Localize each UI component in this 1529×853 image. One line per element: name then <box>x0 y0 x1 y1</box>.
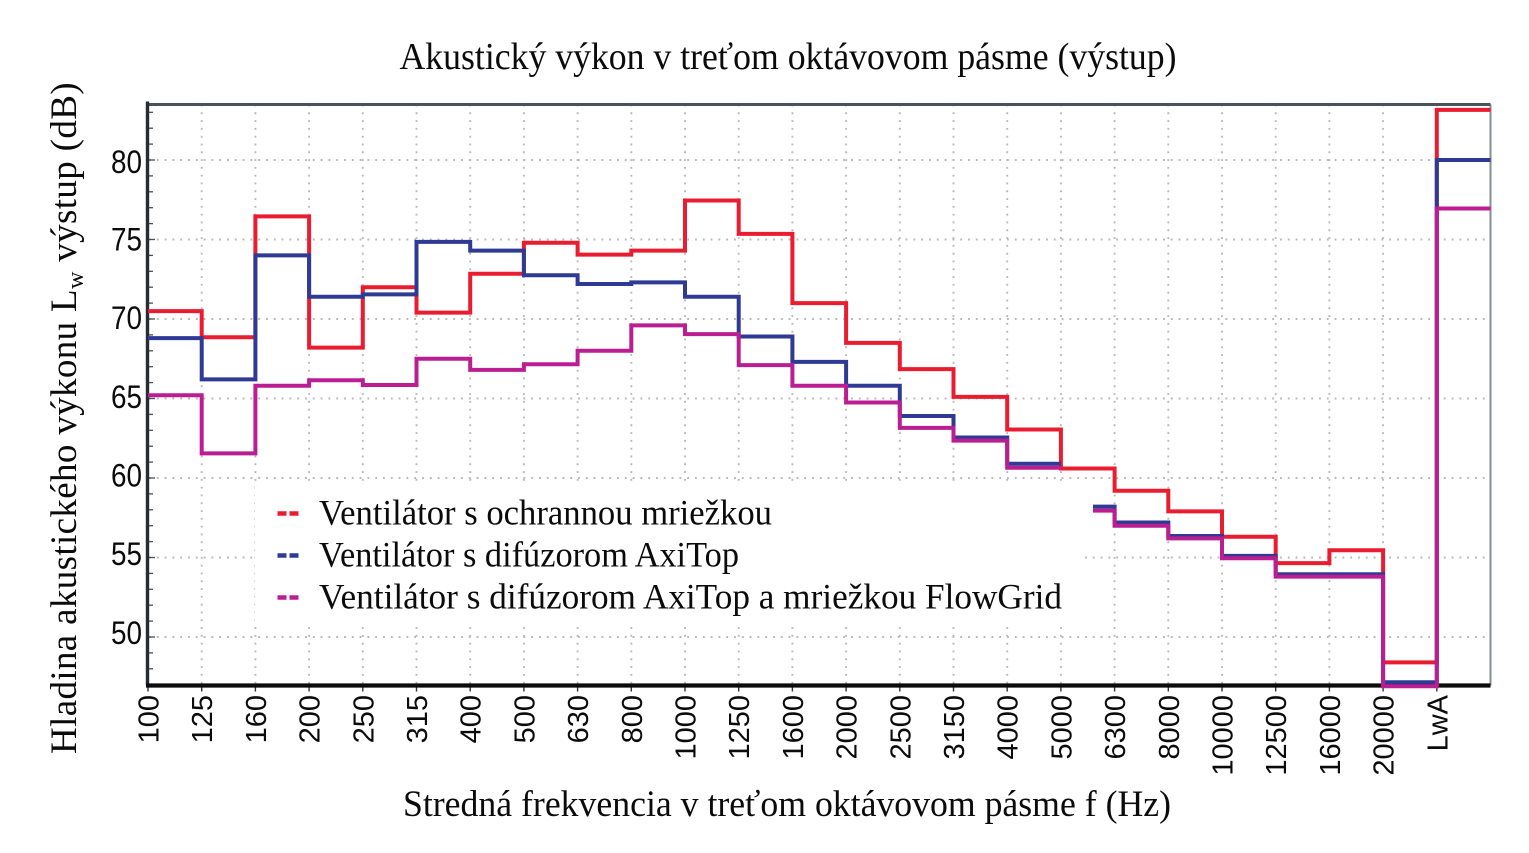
svg-text:1000: 1000 <box>671 695 703 760</box>
svg-text:4000: 4000 <box>993 695 1025 760</box>
svg-text:6300: 6300 <box>1100 695 1132 760</box>
svg-text:200: 200 <box>295 695 327 743</box>
svg-text:125: 125 <box>187 695 219 743</box>
svg-text:500: 500 <box>509 695 541 743</box>
svg-text:Hladina akustického výkonu Lw: Hladina akustického výkonu Lw výstup (dB… <box>44 82 89 754</box>
svg-text:800: 800 <box>617 695 649 743</box>
svg-text:75: 75 <box>111 222 142 258</box>
svg-text:315: 315 <box>402 695 434 743</box>
svg-text:630: 630 <box>563 695 595 743</box>
svg-text:60: 60 <box>111 458 142 494</box>
svg-text:Ventilátor s ochrannou mriežko: Ventilátor s ochrannou mriežkou <box>319 493 772 533</box>
svg-text:Ventilátor s difúzorom AxiTop: Ventilátor s difúzorom AxiTop <box>319 535 739 575</box>
svg-text:50: 50 <box>111 615 142 651</box>
svg-text:1250: 1250 <box>724 695 756 760</box>
svg-text:20000: 20000 <box>1369 695 1401 776</box>
svg-text:100: 100 <box>134 695 166 743</box>
svg-text:Stredná frekvencia v treťom ok: Stredná frekvencia v treťom oktávovom pá… <box>403 784 1171 825</box>
svg-text:70: 70 <box>111 300 142 336</box>
svg-text:12500: 12500 <box>1261 695 1293 776</box>
svg-text:1600: 1600 <box>778 695 810 760</box>
svg-text:2000: 2000 <box>832 695 864 760</box>
svg-text:2500: 2500 <box>885 695 917 760</box>
svg-text:65: 65 <box>111 379 142 415</box>
svg-text:Akustický výkon v treťom oktáv: Akustický výkon v treťom oktávovom pásme… <box>400 36 1177 78</box>
svg-text:55: 55 <box>111 536 142 572</box>
svg-text:5000: 5000 <box>1046 695 1078 760</box>
svg-text:3150: 3150 <box>939 695 971 760</box>
svg-text:80: 80 <box>111 144 142 180</box>
svg-text:10000: 10000 <box>1208 695 1240 776</box>
svg-text:Ventilátor s difúzorom AxiTop: Ventilátor s difúzorom AxiTop a mriežkou… <box>319 577 1062 617</box>
svg-text:8000: 8000 <box>1154 695 1186 760</box>
svg-text:LwA: LwA <box>1422 694 1454 751</box>
svg-text:250: 250 <box>348 695 380 743</box>
svg-text:16000: 16000 <box>1315 695 1347 776</box>
svg-text:160: 160 <box>241 695 273 743</box>
svg-text:400: 400 <box>456 695 488 743</box>
